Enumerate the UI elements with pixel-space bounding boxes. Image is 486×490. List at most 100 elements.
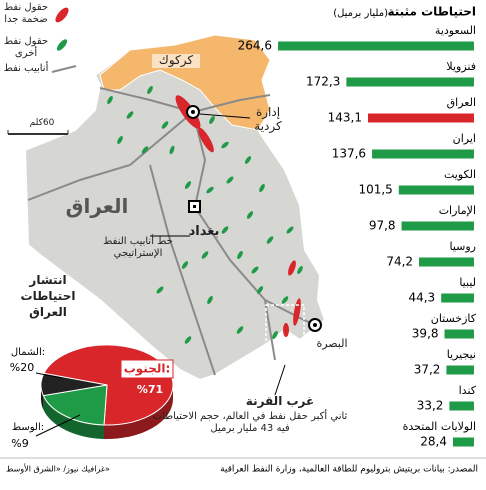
bar [446, 365, 474, 375]
legend-label: أنابيب نفط [3, 63, 49, 74]
pie-value-label: %71 [137, 383, 163, 396]
value-label: 33,2 [417, 399, 444, 413]
pipeline [192, 94, 271, 113]
oil-field [237, 250, 243, 260]
kirkuk-marker-dot [191, 110, 195, 114]
oil-field [236, 326, 244, 334]
legend-giant-field [55, 7, 69, 23]
oil-field [181, 261, 189, 269]
category-label: الولايات المتحدة [403, 420, 476, 433]
pie-side [43, 395, 105, 439]
callout-line [274, 364, 286, 396]
oil-field [184, 336, 192, 344]
oil-field [169, 145, 175, 155]
baghdad-marker-dot [193, 205, 196, 208]
giant-oil-field [288, 260, 296, 276]
legend-label: حقول نفط أخرى [3, 36, 49, 59]
value-label: 137,6 [332, 147, 366, 161]
oil-field [297, 265, 303, 275]
pipeline-label: خط أنابيب النفط الإستراتيجي [103, 236, 173, 259]
bar [346, 77, 474, 87]
category-label: روسيا [449, 240, 476, 253]
annotation: ثاني أكبر حقل نفط في العالم، حجم الاحتيا… [152, 411, 348, 434]
oil-field [221, 226, 229, 234]
category-label: السعودية [435, 24, 476, 37]
pie-value-label: %20 [10, 361, 34, 374]
region-label: إدارة كردية [254, 105, 282, 133]
category-label: الكويت [444, 168, 476, 181]
value-label: 74,2 [386, 255, 413, 269]
value-label: 97,8 [369, 219, 396, 233]
pie-category-label: الجنوب: [124, 362, 171, 377]
oil-field [207, 295, 213, 305]
pie-side [104, 385, 173, 440]
value-label: 28,4 [420, 435, 447, 449]
oil-field [209, 115, 215, 125]
oil-field [206, 186, 214, 194]
city-label: بغداد [188, 224, 220, 239]
giant-oil-field [283, 323, 289, 337]
bar [441, 293, 474, 303]
oil-field [107, 95, 113, 105]
oil-field [226, 176, 234, 184]
city-label: كركوك [152, 53, 200, 68]
oil-field [221, 141, 229, 149]
oil-field [246, 211, 254, 219]
chart-title: احتياطات مثبتة [387, 5, 476, 19]
oil-field [286, 226, 294, 234]
country-label: العراق [65, 194, 129, 218]
oil-field [156, 286, 164, 294]
category-label: كازخستان [431, 312, 477, 325]
field-label: غرب القرنة [245, 394, 315, 408]
oil-field [259, 183, 265, 193]
callout-line [199, 113, 251, 119]
value-label: 143,1 [328, 111, 362, 125]
bar [401, 221, 474, 231]
pie-leader [35, 414, 81, 437]
pie-slice [40, 372, 108, 397]
pie-label-box [120, 359, 174, 379]
pipeline [27, 111, 194, 201]
oil-field [272, 330, 278, 340]
oil-field [161, 121, 169, 129]
pie-slice [42, 384, 108, 426]
oil-field [266, 236, 274, 244]
scale-label: 60كلم [29, 118, 55, 128]
oil-field [117, 135, 123, 145]
oil-field [244, 156, 252, 164]
bar [398, 185, 474, 195]
value-label: 44,3 [408, 291, 435, 305]
oil-field [184, 181, 192, 189]
oil-field [281, 296, 289, 304]
bar [419, 257, 474, 267]
bar [444, 329, 474, 339]
chart-subtitle: (مليار برميل) [333, 8, 388, 19]
oil-field [256, 286, 264, 294]
category-label: كندا [459, 384, 477, 397]
oil-field [141, 146, 149, 154]
oil-field [147, 85, 153, 95]
pie-category-label: الشمال: [11, 347, 45, 358]
category-label: العراق [447, 96, 476, 109]
oil-field [201, 251, 209, 259]
oil-field [126, 111, 134, 119]
bar [368, 113, 474, 123]
giant-oil-field [198, 127, 214, 153]
bar [372, 149, 474, 159]
legend-pipeline [51, 65, 77, 73]
oil-field [251, 266, 259, 274]
city-label: البصرة [316, 337, 348, 350]
value-label: 172,3 [306, 75, 340, 89]
pie-title: انتشار احتياطات العراق [20, 273, 76, 320]
bar [449, 401, 474, 411]
pie-value-label: %9 [11, 437, 28, 450]
credit: غرافيك نيوز/ «الشرق الأوسط» [6, 464, 110, 474]
source: المصدر: بيانات بريتيش بتروليوم للطاقة ال… [220, 465, 478, 475]
map [7, 7, 327, 396]
kurdish-region [99, 34, 271, 131]
value-label: 39,8 [412, 327, 439, 341]
value-label: 37,2 [414, 363, 441, 377]
value-label: 264,6 [238, 39, 272, 53]
